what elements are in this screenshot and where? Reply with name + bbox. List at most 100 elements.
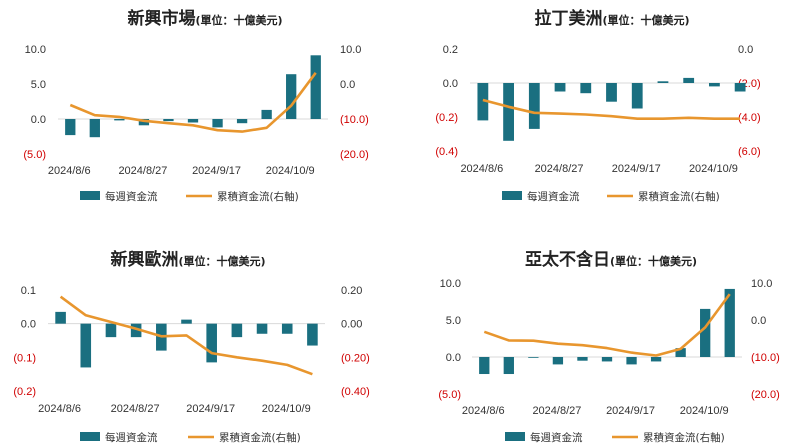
weekly-flow-bar <box>310 55 321 119</box>
chart-title-unit: (單位：十億美元) <box>610 254 697 268</box>
left-axis-tick-label: 10.0 <box>440 278 461 290</box>
chart-title: 新興歐洲(單位：十億美元) <box>110 249 265 270</box>
legend-bar-swatch <box>505 432 525 441</box>
weekly-flow-bar <box>709 83 720 87</box>
weekly-flow-bar <box>212 119 223 128</box>
weekly-flow-bar <box>281 323 293 334</box>
x-axis-tick-label: 2024/8/6 <box>462 405 505 417</box>
left-axis-tick-label: (0.1) <box>13 352 36 364</box>
chart-title-main: 新興市場 <box>127 8 195 29</box>
right-axis-tick-label: (6.0) <box>738 146 761 158</box>
weekly-flow-bar <box>206 323 217 363</box>
x-axis-tick-label: 2024/10/9 <box>680 405 729 417</box>
chart-title-unit: (單位：十億美元) <box>602 13 689 27</box>
weekly-flow-bar <box>528 83 540 129</box>
x-axis-tick-label: 2024/9/17 <box>606 405 655 417</box>
weekly-flow-bar <box>528 357 539 358</box>
cumulative-flow-line <box>483 293 731 357</box>
weekly-flow-bar <box>700 308 711 357</box>
left-axis-tick-label: 0.0 <box>31 114 46 126</box>
chart-title-unit: (單位：十億美元) <box>195 13 282 27</box>
weekly-flow-bar <box>734 83 746 92</box>
weekly-flow-bar <box>479 357 490 375</box>
legend-bar-label: 每週資金流 <box>530 431 583 444</box>
cumulative-flow-line <box>59 295 313 376</box>
weekly-flow-bar <box>114 119 125 121</box>
weekly-flow-bar <box>231 323 243 338</box>
right-axis-tick-label: (0.40) <box>341 386 370 398</box>
x-axis-tick-label: 2024/8/6 <box>38 403 81 415</box>
legend: 每週資金流 累積資金流(右軸) <box>80 431 301 444</box>
x-axis-tick-label: 2024/8/6 <box>460 163 503 175</box>
x-axis-tick-label: 2024/8/27 <box>118 165 167 177</box>
weekly-flow-bar <box>626 357 637 365</box>
x-axis-tick-label: 2024/10/9 <box>689 163 738 175</box>
chart-title: 拉丁美洲(單位：十億美元) <box>534 8 689 29</box>
x-axis-tick-label: 2024/8/27 <box>111 403 160 415</box>
legend-bar-label: 每週資金流 <box>105 431 158 444</box>
chart-panel-2: 拉丁美洲(單位：十億美元)0.20.0(0.2)(0.4)0.0(2.0)(4.… <box>435 8 760 203</box>
chart-panel-3: 新興歐洲(單位：十億美元) 0.1 0.0 (0.1) (0.2) 0.20 0.00 (0.… <box>13 249 369 444</box>
left-axis-tick-label: 0.1 <box>21 285 36 297</box>
legend-line-label: 累積資金流(右軸) <box>219 431 301 444</box>
chart-panel-4: 亞太不含日(單位：十億美元) 10.0 5.0 0.0 (5.0) 10.0 0.0 (10.… <box>438 249 779 444</box>
weekly-flow-bar <box>606 83 617 102</box>
weekly-flow-bar <box>503 83 514 141</box>
weekly-flow-bar <box>130 323 142 338</box>
left-axis-tick-label: (0.4) <box>435 146 458 158</box>
weekly-flow-bar <box>554 83 566 92</box>
right-axis-tick-label: (20.0) <box>751 389 780 401</box>
right-axis-tick-label: (20.0) <box>340 149 369 161</box>
weekly-flow-bar <box>683 77 695 83</box>
right-axis-tick-label: 0.0 <box>751 315 766 327</box>
right-axis-tick-label: (10.0) <box>751 352 780 364</box>
weekly-flow-bar <box>187 119 199 123</box>
weekly-flow-bar <box>631 83 643 109</box>
right-axis-tick-label: 0.0 <box>340 79 355 91</box>
weekly-flow-bar <box>580 83 592 94</box>
left-axis-tick-label: 5.0 <box>31 79 46 91</box>
weekly-flow-bar <box>724 288 735 357</box>
weekly-flow-bar <box>286 74 297 119</box>
left-axis-tick-label: 0.0 <box>443 78 458 90</box>
weekly-flow-bar <box>601 357 613 362</box>
weekly-flow-bar <box>477 83 489 121</box>
right-axis-tick-label: 10.0 <box>340 44 361 56</box>
x-axis-tick-label: 2024/9/17 <box>192 165 241 177</box>
weekly-flow-bar <box>307 323 318 346</box>
legend: 每週資金流 累積資金流(右軸) <box>505 431 725 444</box>
chart-panel-1: 新興市場(單位：十億美元) 10.0 5.0 0.0 (5.0) 10.0 0.0 (10.0… <box>23 8 368 203</box>
weekly-flow-bar <box>80 323 92 368</box>
legend-bar-swatch <box>502 191 522 200</box>
legend: 每週資金流 累積資金流(右軸) <box>80 190 299 203</box>
left-axis-tick-label: 0.0 <box>21 319 36 331</box>
weekly-flow-bar <box>657 81 669 83</box>
legend: 每週資金流 累積資金流(右軸) <box>502 190 720 203</box>
left-axis-tick-label: 0.2 <box>443 44 458 56</box>
x-axis-tick-label: 2024/8/6 <box>48 165 91 177</box>
right-axis-tick-label: 0.20 <box>341 285 362 297</box>
chart-title-main: 拉丁美洲 <box>534 8 602 29</box>
chart-title-unit: (單位：十億美元) <box>178 254 265 268</box>
weekly-flow-bar <box>65 119 76 136</box>
x-axis-tick-label: 2024/10/9 <box>262 403 311 415</box>
right-axis-tick-label: 10.0 <box>751 278 772 290</box>
x-axis-tick-label: 2024/9/17 <box>186 403 235 415</box>
weekly-flow-bar <box>236 119 248 124</box>
right-axis-tick-label: 0.0 <box>738 44 753 56</box>
weekly-flow-bar <box>261 109 272 119</box>
left-axis-tick-label: (5.0) <box>23 149 46 161</box>
chart-title-main: 新興歐洲 <box>110 249 178 270</box>
left-axis-tick-label: (0.2) <box>435 112 458 124</box>
x-axis-tick-label: 2024/8/27 <box>535 163 584 175</box>
weekly-flow-bar <box>181 319 192 324</box>
legend-bar-swatch <box>80 191 100 200</box>
x-axis-tick-label: 2024/9/17 <box>612 163 661 175</box>
weekly-flow-bar <box>577 357 588 361</box>
weekly-flow-bar <box>256 323 268 334</box>
legend-line-label: 累積資金流(右軸) <box>217 190 299 203</box>
left-axis-tick-label: (0.2) <box>13 386 36 398</box>
legend-bar-label: 每週資金流 <box>105 190 158 203</box>
